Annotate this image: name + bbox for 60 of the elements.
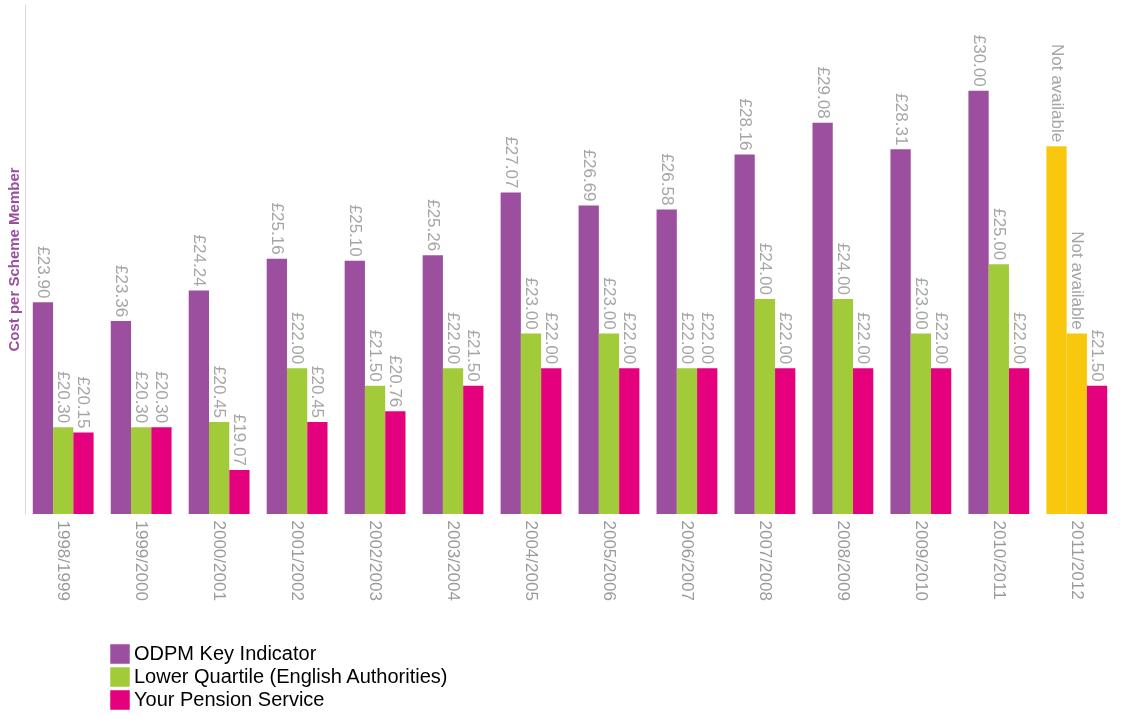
data-label: £23.00: [599, 277, 619, 330]
data-label: £23.90: [33, 246, 53, 299]
data-label: £22.00: [288, 312, 308, 365]
legend-label: ODPM Key Indicator: [134, 642, 317, 664]
legend-label: Lower Quartile (English Authorities): [134, 665, 448, 687]
data-label: £20.45: [210, 366, 230, 419]
data-label: £22.00: [620, 312, 640, 365]
data-label: £28.16: [735, 98, 755, 151]
data-label: £20.76: [386, 355, 406, 408]
data-label: £24.24: [189, 234, 209, 287]
data-label: £20.45: [308, 366, 328, 419]
data-label: £21.50: [366, 329, 386, 382]
x-tick-label: 2004/2005: [522, 520, 542, 601]
data-label: £25.00: [989, 208, 1009, 261]
x-tick-label: 2005/2006: [599, 520, 619, 601]
data-label: £23.00: [911, 277, 931, 330]
x-tick-label: 2001/2002: [288, 520, 308, 601]
data-label: £26.69: [579, 149, 599, 202]
data-label: £25.16: [267, 202, 287, 255]
data-label: £20.30: [54, 371, 74, 424]
data-label: £20.30: [152, 371, 172, 424]
x-tick-label: 1999/2000: [132, 520, 152, 601]
x-tick-label: 2010/2011: [989, 520, 1009, 600]
x-tick-label: 2006/2007: [677, 520, 697, 601]
data-label: £19.07: [230, 413, 250, 466]
data-label: £21.50: [464, 329, 484, 382]
data-label: £22.00: [542, 312, 562, 365]
data-label: £22.00: [444, 312, 464, 365]
data-label: £24.00: [755, 242, 775, 295]
y-axis-title: Cost per Scheme Member: [4, 167, 22, 352]
data-label: £20.30: [132, 371, 152, 424]
x-tick-label: 1998/1999: [54, 520, 74, 601]
x-tick-label: 2003/2004: [444, 520, 464, 601]
data-label: £29.08: [813, 66, 833, 119]
data-label: £22.00: [776, 312, 796, 365]
legend-label: Your Pension Service: [134, 688, 325, 710]
data-label: £25.26: [423, 199, 443, 252]
data-label: £22.00: [1010, 312, 1030, 365]
data-label: £25.10: [345, 204, 365, 257]
x-tick-label: 2008/2009: [833, 520, 853, 601]
data-label: £22.00: [854, 312, 874, 365]
data-label: £26.58: [657, 153, 677, 206]
data-label: £24.00: [833, 242, 853, 295]
data-label: £22.00: [677, 312, 697, 365]
data-label: Not available: [1067, 231, 1087, 330]
data-label: £21.50: [1088, 329, 1108, 382]
data-label: £28.31: [891, 93, 911, 146]
data-label: £23.00: [522, 277, 542, 330]
x-tick-label: 2007/2008: [755, 520, 775, 601]
x-tick-label: 2002/2003: [366, 520, 386, 601]
data-label: £22.00: [698, 312, 718, 365]
x-tick-label: 2000/2001: [210, 520, 230, 601]
data-label: £30.00: [969, 34, 989, 87]
data-label: £27.07: [501, 136, 521, 189]
data-label: £22.00: [932, 312, 952, 365]
data-label: £23.36: [111, 265, 131, 318]
x-tick-label: 2009/2010: [911, 520, 931, 601]
data-label: Not available: [1047, 43, 1067, 143]
x-tick-label: 2011/2012: [1067, 520, 1087, 600]
data-label: £20.15: [74, 376, 94, 429]
